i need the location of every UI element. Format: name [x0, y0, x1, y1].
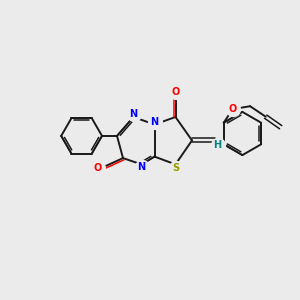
Text: N: N [129, 109, 138, 119]
Text: O: O [94, 163, 102, 173]
Text: N: N [137, 162, 146, 172]
Text: O: O [229, 104, 237, 114]
Text: H: H [213, 140, 222, 150]
Text: S: S [172, 163, 179, 173]
Text: O: O [171, 87, 180, 98]
Text: N: N [150, 116, 159, 127]
